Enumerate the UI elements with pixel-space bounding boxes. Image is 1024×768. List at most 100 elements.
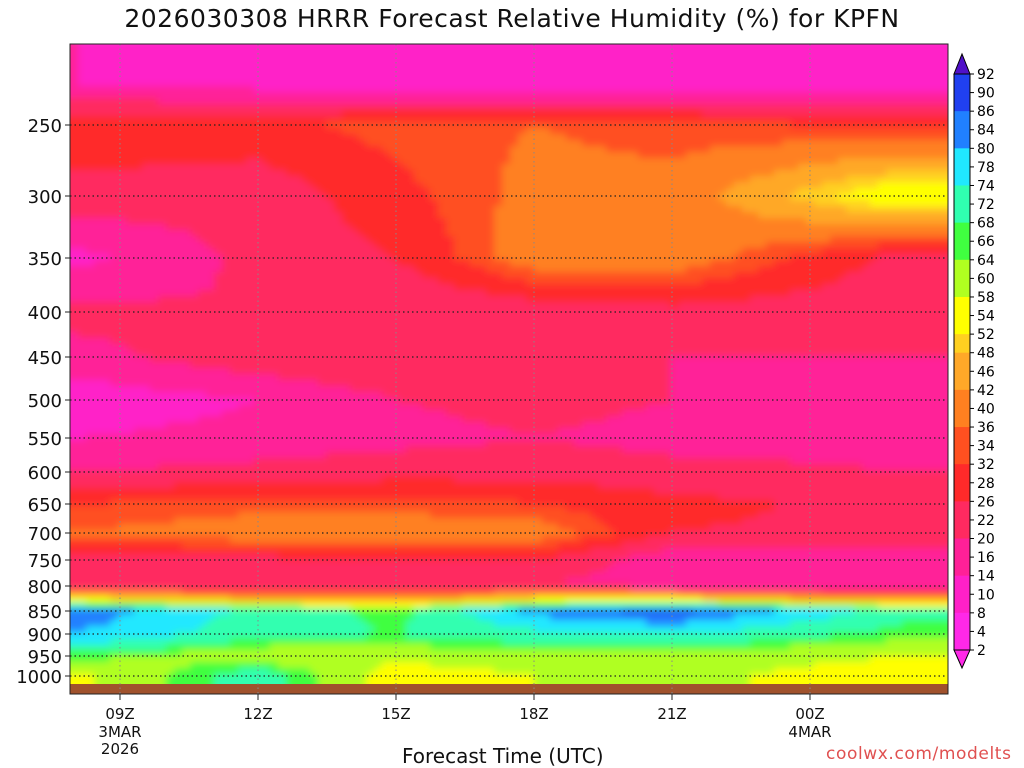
rh-cell bbox=[814, 260, 823, 267]
rh-cell bbox=[766, 272, 775, 279]
rh-cell bbox=[86, 62, 95, 69]
rh-cell bbox=[150, 152, 159, 159]
rh-cell bbox=[414, 290, 423, 297]
rh-cell bbox=[926, 134, 935, 141]
rh-cell bbox=[814, 134, 823, 141]
rh-cell bbox=[158, 278, 167, 285]
rh-cell bbox=[102, 230, 111, 237]
rh-cell bbox=[734, 44, 743, 51]
rh-cell bbox=[630, 278, 639, 285]
rh-cell bbox=[94, 278, 103, 285]
rh-cell bbox=[894, 152, 903, 159]
rh-cell bbox=[342, 170, 351, 177]
rh-cell bbox=[430, 56, 439, 63]
rh-cell bbox=[86, 146, 95, 153]
rh-cell bbox=[894, 68, 903, 75]
rh-cell bbox=[134, 236, 143, 243]
rh-cell bbox=[710, 212, 719, 219]
rh-cell bbox=[878, 50, 887, 57]
rh-cell bbox=[830, 200, 839, 207]
rh-cell bbox=[318, 62, 327, 69]
rh-cell bbox=[502, 80, 511, 87]
rh-cell bbox=[702, 278, 711, 285]
rh-cell bbox=[326, 56, 335, 63]
rh-cell bbox=[286, 128, 295, 135]
rh-cell bbox=[574, 302, 583, 309]
rh-cell bbox=[574, 206, 583, 213]
rh-cell bbox=[430, 152, 439, 159]
rh-cell bbox=[118, 116, 127, 123]
rh-cell bbox=[174, 110, 183, 117]
rh-cell bbox=[374, 104, 383, 111]
rh-cell bbox=[214, 152, 223, 159]
rh-cell bbox=[702, 110, 711, 117]
rh-cell bbox=[414, 302, 423, 309]
rh-cell bbox=[454, 164, 463, 171]
rh-cell bbox=[422, 68, 431, 75]
rh-cell bbox=[326, 182, 335, 189]
rh-cell bbox=[278, 200, 287, 207]
rh-cell bbox=[622, 188, 631, 195]
rh-cell bbox=[406, 164, 415, 171]
rh-cell bbox=[830, 44, 839, 51]
rh-cell bbox=[774, 74, 783, 81]
rh-cell bbox=[294, 86, 303, 93]
rh-cell bbox=[214, 230, 223, 237]
rh-cell bbox=[654, 236, 663, 243]
rh-cell bbox=[910, 152, 919, 159]
rh-cell bbox=[414, 248, 423, 255]
rh-cell bbox=[494, 92, 503, 99]
rh-cell bbox=[854, 296, 863, 303]
rh-cell bbox=[318, 56, 327, 63]
rh-cell bbox=[566, 266, 575, 273]
rh-cell bbox=[174, 104, 183, 111]
rh-cell bbox=[574, 182, 583, 189]
rh-cell bbox=[894, 272, 903, 279]
rh-cell bbox=[230, 122, 239, 129]
rh-cell bbox=[118, 242, 127, 249]
rh-cell bbox=[134, 284, 143, 291]
rh-cell bbox=[782, 50, 791, 57]
rh-cell bbox=[358, 50, 367, 57]
rh-cell bbox=[94, 158, 103, 165]
rh-cell bbox=[374, 242, 383, 249]
rh-cell bbox=[870, 212, 879, 219]
rh-cell bbox=[182, 80, 191, 87]
rh-cell bbox=[278, 146, 287, 153]
rh-cell bbox=[918, 290, 927, 297]
rh-cell bbox=[382, 224, 391, 231]
rh-cell bbox=[166, 194, 175, 201]
rh-cell bbox=[886, 110, 895, 117]
rh-cell bbox=[758, 164, 767, 171]
rh-cell bbox=[662, 56, 671, 63]
rh-cell bbox=[614, 104, 623, 111]
rh-cell bbox=[902, 212, 911, 219]
rh-cell bbox=[238, 170, 247, 177]
rh-cell bbox=[310, 188, 319, 195]
rh-cell bbox=[86, 206, 95, 213]
rh-cell bbox=[86, 182, 95, 189]
rh-cell bbox=[798, 224, 807, 231]
rh-cell bbox=[774, 284, 783, 291]
rh-cell bbox=[398, 266, 407, 273]
rh-cell bbox=[614, 260, 623, 267]
rh-cell bbox=[606, 158, 615, 165]
rh-cell bbox=[94, 224, 103, 231]
rh-cell bbox=[326, 80, 335, 87]
rh-cell bbox=[646, 224, 655, 231]
rh-cell bbox=[822, 50, 831, 57]
rh-cell bbox=[174, 272, 183, 279]
rh-cell bbox=[94, 56, 103, 63]
rh-cell bbox=[278, 266, 287, 273]
rh-cell bbox=[662, 260, 671, 267]
rh-cell bbox=[342, 278, 351, 285]
rh-cell bbox=[742, 200, 751, 207]
rh-cell bbox=[702, 248, 711, 255]
rh-cell bbox=[782, 152, 791, 159]
rh-cell bbox=[382, 92, 391, 99]
rh-cell bbox=[102, 260, 111, 267]
rh-cell bbox=[366, 134, 375, 141]
rh-cell bbox=[614, 110, 623, 117]
rh-cell bbox=[470, 68, 479, 75]
rh-cell bbox=[622, 74, 631, 81]
